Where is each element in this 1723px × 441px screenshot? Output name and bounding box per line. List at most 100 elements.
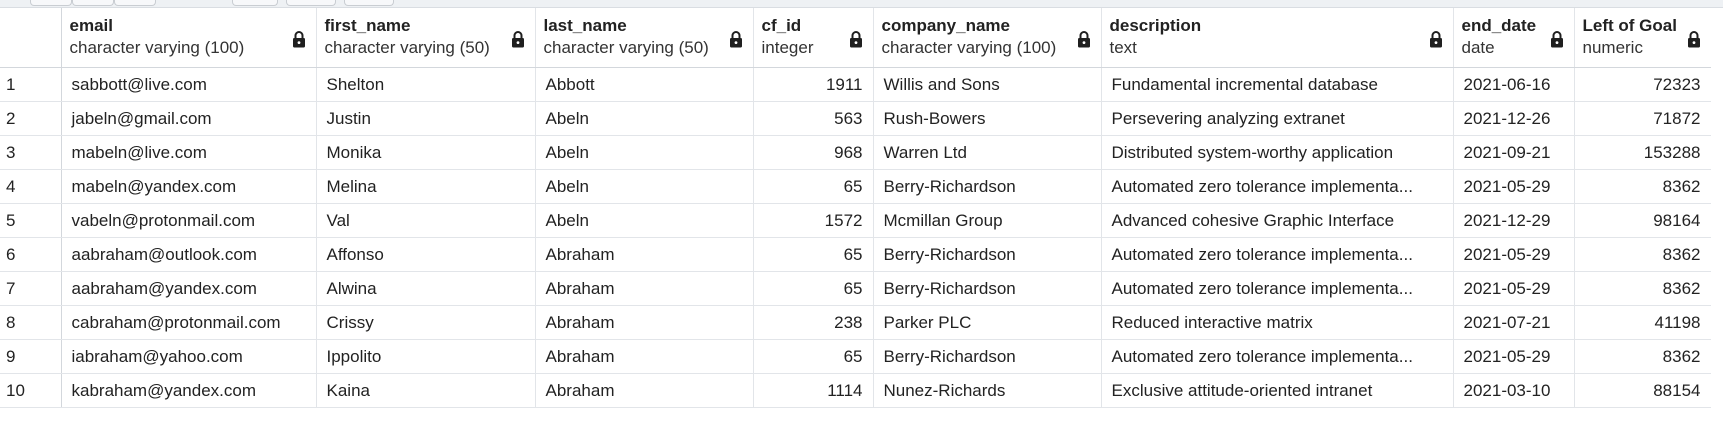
row-number-header[interactable] bbox=[0, 8, 62, 68]
cell-end-date[interactable]: 2021-06-16 bbox=[1453, 67, 1575, 102]
table-row[interactable]: 1 sabbott@live.com Shelton Abbott 1911 Willis… bbox=[0, 67, 1712, 102]
cell-last-name[interactable]: Abeln bbox=[535, 203, 754, 238]
cell-company-name[interactable]: Berry-Richardson bbox=[873, 169, 1102, 204]
cell-left-of-goal[interactable]: 8362 bbox=[1574, 169, 1712, 204]
toolbar-button-stub[interactable] bbox=[286, 0, 336, 6]
cell-email[interactable]: vabeln@protonmail.com bbox=[61, 203, 317, 238]
cell-end-date[interactable]: 2021-05-29 bbox=[1453, 271, 1575, 306]
cell-end-date[interactable]: 2021-07-21 bbox=[1453, 305, 1575, 340]
cell-first-name[interactable]: Shelton bbox=[316, 67, 536, 102]
row-number[interactable]: 7 bbox=[0, 271, 62, 306]
cell-left-of-goal[interactable]: 71872 bbox=[1574, 101, 1712, 136]
toolbar-button-stub[interactable] bbox=[30, 0, 72, 6]
cell-left-of-goal[interactable]: 41198 bbox=[1574, 305, 1712, 340]
cell-first-name[interactable]: Alwina bbox=[316, 271, 536, 306]
table-row[interactable]: 9 iabraham@yahoo.com Ippolito Abraham 65 Berr… bbox=[0, 339, 1712, 374]
cell-cf-id[interactable]: 1911 bbox=[753, 67, 874, 102]
row-number[interactable]: 5 bbox=[0, 203, 62, 238]
table-row[interactable]: 5 vabeln@protonmail.com Val Abeln 1572 Mcmill… bbox=[0, 203, 1712, 238]
cell-cf-id[interactable]: 968 bbox=[753, 135, 874, 170]
cell-company-name[interactable]: Mcmillan Group bbox=[873, 203, 1102, 238]
column-header-last-name[interactable]: last_name character varying (50) bbox=[535, 8, 754, 68]
cell-end-date[interactable]: 2021-05-29 bbox=[1453, 169, 1575, 204]
cell-cf-id[interactable]: 65 bbox=[753, 237, 874, 272]
row-number[interactable]: 2 bbox=[0, 101, 62, 136]
column-header-cf-id[interactable]: cf_id integer bbox=[753, 8, 874, 68]
cell-email[interactable]: aabraham@yandex.com bbox=[61, 271, 317, 306]
cell-first-name[interactable]: Affonso bbox=[316, 237, 536, 272]
cell-description[interactable]: Exclusive attitude-oriented intranet bbox=[1101, 373, 1454, 408]
table-row[interactable]: 7 aabraham@yandex.com Alwina Abraham 65 Berry… bbox=[0, 271, 1712, 306]
cell-email[interactable]: iabraham@yahoo.com bbox=[61, 339, 317, 374]
cell-cf-id[interactable]: 238 bbox=[753, 305, 874, 340]
cell-first-name[interactable]: Melina bbox=[316, 169, 536, 204]
table-row[interactable]: 8 cabraham@protonmail.com Crissy Abraham 238… bbox=[0, 305, 1712, 340]
cell-company-name[interactable]: Berry-Richardson bbox=[873, 339, 1102, 374]
cell-email[interactable]: mabeln@yandex.com bbox=[61, 169, 317, 204]
cell-email[interactable]: cabraham@protonmail.com bbox=[61, 305, 317, 340]
cell-company-name[interactable]: Rush-Bowers bbox=[873, 101, 1102, 136]
table-row[interactable]: 3 mabeln@live.com Monika Abeln 968 Warren Ltd… bbox=[0, 135, 1712, 170]
table-row[interactable]: 4 mabeln@yandex.com Melina Abeln 65 Berry-Ric… bbox=[0, 169, 1712, 204]
cell-company-name[interactable]: Parker PLC bbox=[873, 305, 1102, 340]
column-header-end-date[interactable]: end_date date bbox=[1453, 8, 1575, 68]
cell-last-name[interactable]: Abbott bbox=[535, 67, 754, 102]
column-header-left-of-goal[interactable]: Left of Goal numeric bbox=[1574, 8, 1712, 68]
cell-email[interactable]: aabraham@outlook.com bbox=[61, 237, 317, 272]
cell-description[interactable]: Automated zero tolerance implementa... bbox=[1101, 169, 1454, 204]
cell-last-name[interactable]: Abraham bbox=[535, 305, 754, 340]
cell-end-date[interactable]: 2021-05-29 bbox=[1453, 339, 1575, 374]
row-number[interactable]: 3 bbox=[0, 135, 62, 170]
column-header-email[interactable]: email character varying (100) bbox=[61, 8, 317, 68]
cell-email[interactable]: kabraham@yandex.com bbox=[61, 373, 317, 408]
cell-end-date[interactable]: 2021-05-29 bbox=[1453, 237, 1575, 272]
row-number[interactable]: 10 bbox=[0, 373, 62, 408]
column-header-company-name[interactable]: company_name character varying (100) bbox=[873, 8, 1102, 68]
cell-last-name[interactable]: Abraham bbox=[535, 339, 754, 374]
cell-company-name[interactable]: Berry-Richardson bbox=[873, 271, 1102, 306]
table-row[interactable]: 10 kabraham@yandex.com Kaina Abraham 1114 Nun… bbox=[0, 373, 1712, 408]
cell-description[interactable]: Fundamental incremental database bbox=[1101, 67, 1454, 102]
cell-left-of-goal[interactable]: 8362 bbox=[1574, 271, 1712, 306]
cell-company-name[interactable]: Nunez-Richards bbox=[873, 373, 1102, 408]
cell-last-name[interactable]: Abraham bbox=[535, 237, 754, 272]
cell-cf-id[interactable]: 65 bbox=[753, 169, 874, 204]
row-number[interactable]: 1 bbox=[0, 67, 62, 102]
cell-cf-id[interactable]: 65 bbox=[753, 339, 874, 374]
toolbar-button-stub[interactable] bbox=[114, 0, 156, 6]
cell-last-name[interactable]: Abeln bbox=[535, 101, 754, 136]
cell-description[interactable]: Persevering analyzing extranet bbox=[1101, 101, 1454, 136]
cell-cf-id[interactable]: 1114 bbox=[753, 373, 874, 408]
cell-first-name[interactable]: Val bbox=[316, 203, 536, 238]
cell-end-date[interactable]: 2021-12-26 bbox=[1453, 101, 1575, 136]
cell-left-of-goal[interactable]: 8362 bbox=[1574, 339, 1712, 374]
cell-cf-id[interactable]: 65 bbox=[753, 271, 874, 306]
cell-cf-id[interactable]: 563 bbox=[753, 101, 874, 136]
toolbar-button-stub[interactable] bbox=[72, 0, 114, 6]
cell-description[interactable]: Automated zero tolerance implementa... bbox=[1101, 237, 1454, 272]
cell-left-of-goal[interactable]: 98164 bbox=[1574, 203, 1712, 238]
cell-email[interactable]: sabbott@live.com bbox=[61, 67, 317, 102]
table-row[interactable]: 2 jabeln@gmail.com Justin Abeln 563 Rush-Bowe… bbox=[0, 101, 1712, 136]
toolbar-button-stub[interactable] bbox=[344, 0, 394, 6]
column-header-first-name[interactable]: first_name character varying (50) bbox=[316, 8, 536, 68]
cell-end-date[interactable]: 2021-12-29 bbox=[1453, 203, 1575, 238]
cell-end-date[interactable]: 2021-03-10 bbox=[1453, 373, 1575, 408]
cell-cf-id[interactable]: 1572 bbox=[753, 203, 874, 238]
toolbar-button-stub[interactable] bbox=[232, 0, 278, 6]
column-header-description[interactable]: description text bbox=[1101, 8, 1454, 68]
cell-last-name[interactable]: Abeln bbox=[535, 169, 754, 204]
cell-first-name[interactable]: Kaina bbox=[316, 373, 536, 408]
row-number[interactable]: 8 bbox=[0, 305, 62, 340]
cell-description[interactable]: Reduced interactive matrix bbox=[1101, 305, 1454, 340]
cell-left-of-goal[interactable]: 72323 bbox=[1574, 67, 1712, 102]
cell-description[interactable]: Automated zero tolerance implementa... bbox=[1101, 339, 1454, 374]
cell-company-name[interactable]: Willis and Sons bbox=[873, 67, 1102, 102]
cell-first-name[interactable]: Crissy bbox=[316, 305, 536, 340]
cell-description[interactable]: Advanced cohesive Graphic Interface bbox=[1101, 203, 1454, 238]
table-row[interactable]: 6 aabraham@outlook.com Affonso Abraham 65 Ber… bbox=[0, 237, 1712, 272]
row-number[interactable]: 9 bbox=[0, 339, 62, 374]
cell-email[interactable]: jabeln@gmail.com bbox=[61, 101, 317, 136]
row-number[interactable]: 4 bbox=[0, 169, 62, 204]
cell-description[interactable]: Automated zero tolerance implementa... bbox=[1101, 271, 1454, 306]
